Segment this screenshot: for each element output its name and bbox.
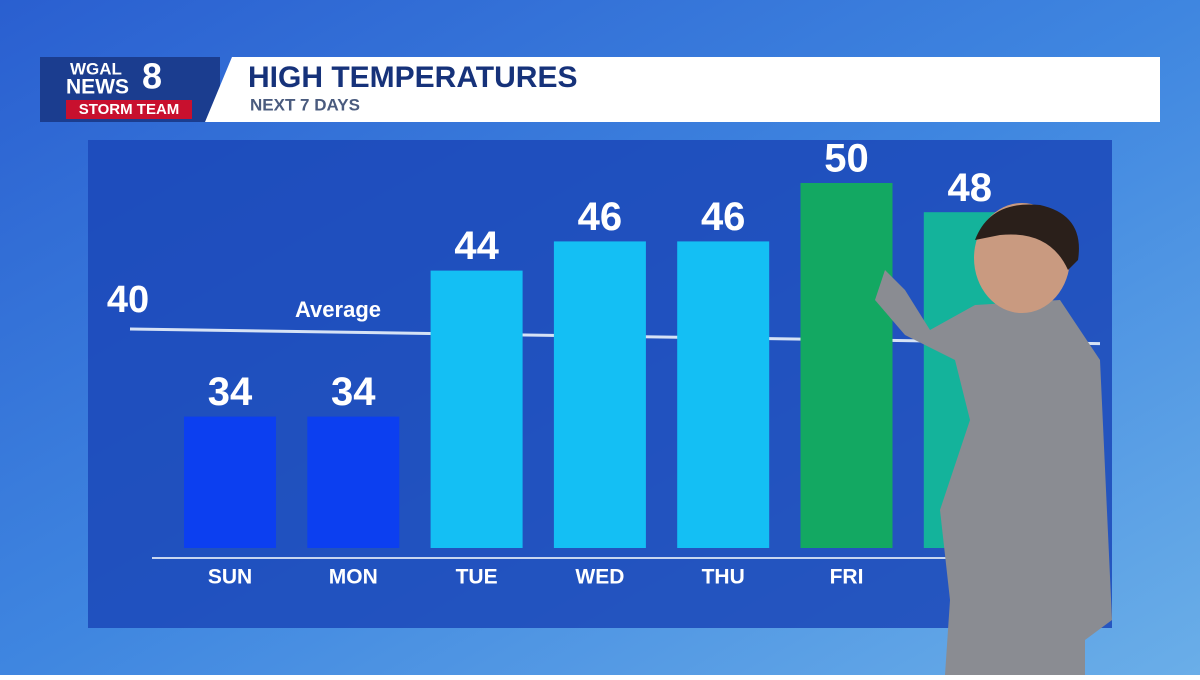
chart-title: HIGH TEMPERATURES [248, 61, 577, 94]
average-label: Average [295, 297, 381, 322]
value-label: 46 [701, 195, 746, 239]
x-tick-label: FRI [830, 566, 864, 589]
x-tick-label: SUN [208, 566, 252, 589]
logo-bar [66, 100, 192, 119]
logo-text: NEWS [66, 76, 129, 99]
bar [553, 241, 646, 548]
value-label: 34 [331, 370, 376, 414]
value-label: 48 [948, 166, 993, 210]
x-tick-label: THU [702, 566, 745, 589]
logo-number: 8 [142, 56, 162, 97]
chart-subtitle: NEXT 7 DAYS [250, 95, 360, 114]
value-label: 46 [578, 195, 623, 239]
x-tick-label: MON [329, 566, 378, 589]
presenter [875, 203, 1112, 675]
bar [800, 183, 893, 548]
x-tick-label: WED [575, 566, 624, 589]
x-tick-label: TUE [456, 566, 498, 589]
logo-text: STORM TEAM [79, 101, 180, 118]
bar [184, 416, 276, 548]
bar [307, 416, 400, 548]
bar [430, 270, 523, 548]
average-value: 40 [107, 279, 149, 321]
title-banner [205, 57, 1160, 122]
bar [677, 241, 770, 548]
value-label: 34 [208, 370, 253, 414]
value-label: 44 [454, 224, 499, 268]
logo-text: WGAL [70, 59, 122, 78]
value-label: 50 [824, 137, 869, 181]
